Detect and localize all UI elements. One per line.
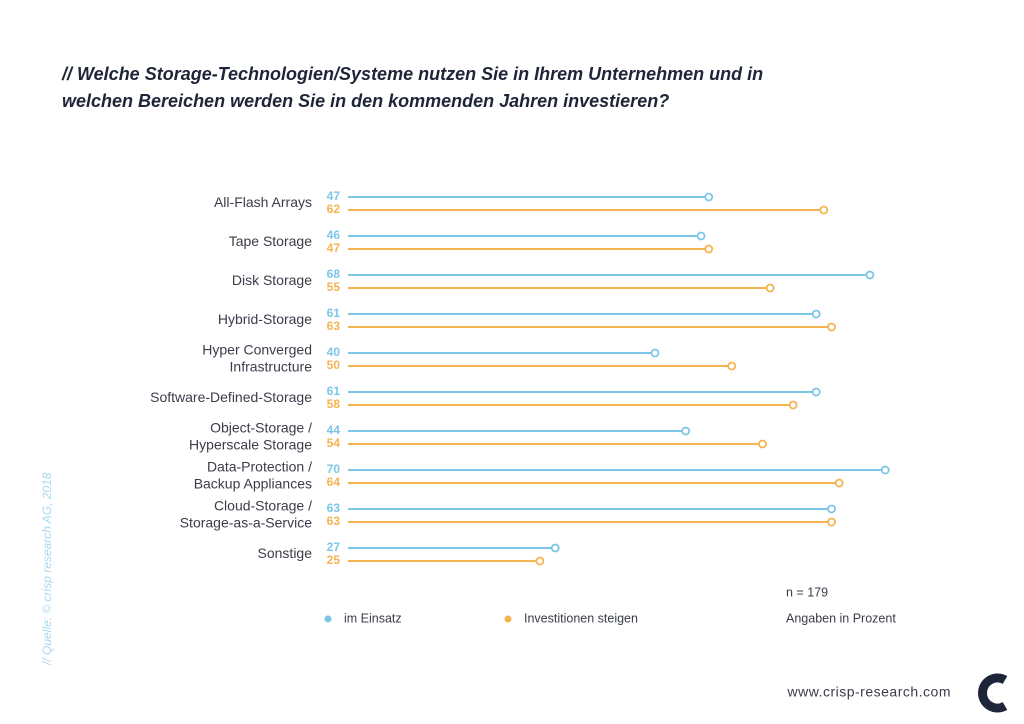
value-label: 50: [327, 358, 341, 372]
dot: [819, 205, 829, 215]
value-label: 44: [327, 423, 341, 437]
value-label: 61: [327, 306, 341, 320]
category-label: Hybrid-Storage: [218, 311, 312, 327]
legend-label: im Einsatz: [344, 611, 402, 625]
category-label: Tape Storage: [229, 233, 312, 249]
dot: [550, 543, 560, 553]
value-label: 68: [327, 267, 341, 281]
note: Angaben in Prozent: [786, 611, 896, 625]
value-label: 46: [327, 228, 341, 242]
source: // Quelle: © crisp research AG, 2018: [40, 472, 54, 666]
dot: [788, 400, 798, 410]
value-label: 70: [327, 462, 341, 476]
value-label: 63: [327, 501, 341, 515]
dot: [681, 426, 691, 436]
category-label: Infrastructure: [230, 359, 313, 375]
value-label: 47: [327, 189, 341, 203]
dot: [704, 244, 714, 254]
dot: [727, 361, 737, 371]
dot: [811, 309, 821, 319]
value-label: 58: [327, 397, 341, 411]
dot: [811, 387, 821, 397]
value-label: 47: [327, 241, 341, 255]
category-label: Backup Appliances: [194, 476, 312, 492]
chart-title: welchen Bereichen werden Sie in den komm…: [62, 91, 669, 111]
value-label: 27: [327, 540, 341, 554]
dot: [650, 348, 660, 358]
chart-title: // Welche Storage-Technologien/Systeme n…: [61, 64, 763, 84]
category-label: Sonstige: [258, 545, 313, 561]
category-label: Data-Protection /: [207, 459, 312, 475]
legend-label: Investitionen steigen: [524, 611, 638, 625]
value-label: 62: [327, 202, 341, 216]
category-label: Storage-as-a-Service: [180, 515, 312, 531]
dot: [865, 270, 875, 280]
dot: [834, 478, 844, 488]
value-label: 55: [327, 280, 341, 294]
value-label: 25: [327, 553, 341, 567]
dot: [827, 517, 836, 527]
dot: [880, 465, 890, 475]
category-label: All-Flash Arrays: [214, 194, 312, 210]
note: n = 179: [786, 585, 828, 599]
value-label: 63: [327, 514, 341, 528]
value-label: 40: [327, 345, 341, 359]
category-label: Disk Storage: [232, 272, 312, 288]
dot: [827, 504, 836, 514]
dot: [758, 439, 767, 449]
value-label: 61: [327, 384, 341, 398]
legend-marker: [324, 615, 332, 623]
value-label: 64: [327, 475, 341, 489]
category-label: Cloud-Storage /: [214, 498, 312, 514]
category-label: Object-Storage /: [210, 420, 312, 436]
legend-marker: [504, 615, 512, 623]
value-label: 54: [327, 436, 341, 450]
value-label: 63: [327, 319, 341, 333]
dot: [827, 322, 836, 332]
category-label: Software-Defined-Storage: [150, 389, 312, 405]
logo: [978, 673, 1008, 713]
category-label: Hyper Converged: [202, 342, 312, 358]
dot: [765, 283, 775, 293]
dot: [704, 192, 714, 202]
dot: [696, 231, 706, 241]
dot: [535, 556, 545, 566]
category-label: Hyperscale Storage: [189, 437, 312, 453]
website: www.crisp-research.com: [787, 684, 951, 700]
